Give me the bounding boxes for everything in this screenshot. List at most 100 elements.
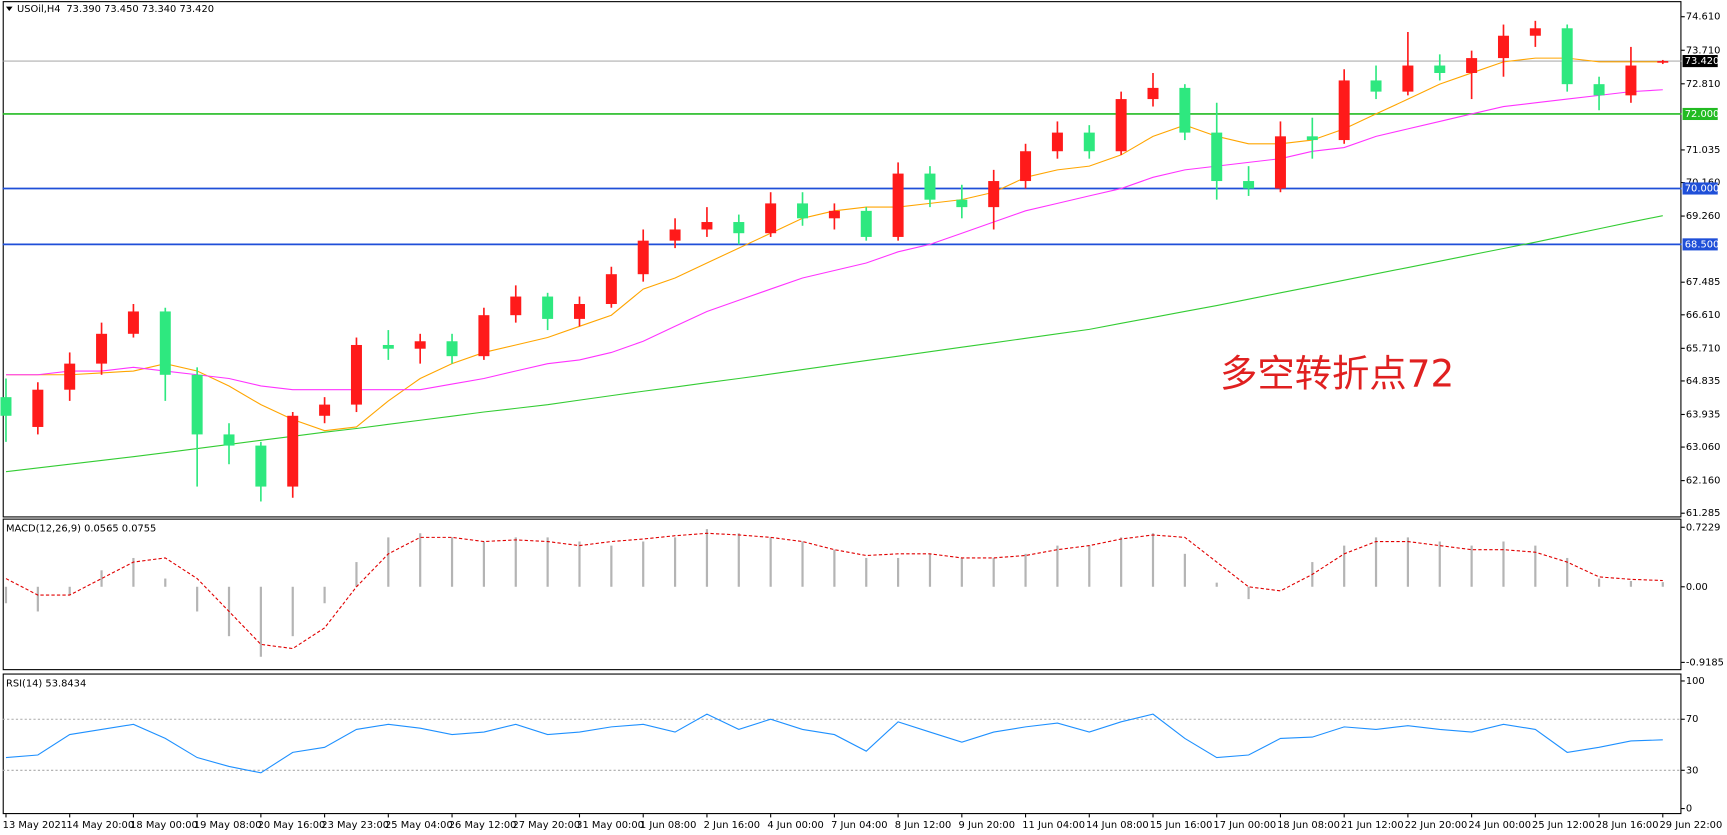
candle-body [542, 296, 554, 319]
x-tick-label: 13 May 2021 [3, 820, 67, 831]
candle-body [892, 173, 904, 237]
symbol-title: USOil,H4 [17, 4, 61, 15]
x-tick-label: 28 Jun 16:00 [1596, 820, 1659, 831]
y-tick-label: 67.485 [1686, 277, 1721, 288]
macd-panel [2, 518, 1682, 671]
x-tick-label: 2 Jun 16:00 [704, 820, 760, 831]
y-tick-label: 69.260 [1686, 211, 1721, 222]
candle-body [1466, 58, 1478, 73]
candle-body [1274, 136, 1286, 189]
candle-body [350, 344, 362, 405]
candle-body [637, 240, 649, 275]
collapse-arrow [5, 6, 13, 11]
candle-body [32, 389, 44, 427]
candle-body [96, 333, 108, 364]
annotation: 多空转折点72 [1220, 351, 1454, 395]
y-tick-label: 63.060 [1686, 442, 1721, 453]
candle-body [1115, 99, 1127, 152]
x-tick-label: 9 Jun 20:00 [959, 820, 1015, 831]
candle-body [733, 222, 745, 234]
y-tick-label: 30 [1686, 765, 1699, 776]
price-panel [2, 1, 1682, 518]
candle-body [223, 434, 235, 446]
level-label: 72.000 [1685, 109, 1720, 120]
x-tick-label: 18 May 00:00 [130, 820, 198, 831]
y-tick-label: 65.710 [1686, 343, 1721, 354]
candle-body [1338, 80, 1350, 141]
candle-body [1306, 136, 1318, 141]
level-box [1682, 55, 1718, 68]
candle-body [860, 210, 872, 237]
x-tick-label: 4 Jun 00:00 [767, 820, 823, 831]
candle-body [382, 344, 394, 349]
moving-average [5, 89, 1663, 391]
candle-body [0, 397, 12, 416]
level-label: 68.500 [1685, 239, 1720, 250]
signal-line [5, 532, 1663, 650]
x-tick-label: 25 Jun 12:00 [1532, 820, 1595, 831]
x-tick-label: 25 May 04:00 [385, 820, 453, 831]
y-tick-label: 100 [1686, 676, 1705, 687]
ohlc-readout: 73.390 73.450 73.340 73.420 [66, 4, 214, 15]
candle-body [1083, 132, 1095, 152]
rsi-title: RSI(14) 53.8434 [6, 678, 86, 689]
y-tick-label: 64.835 [1686, 376, 1721, 387]
y-tick-label: 71.035 [1686, 145, 1721, 156]
candle-body [701, 222, 713, 230]
candle-body [1593, 84, 1605, 96]
x-tick-label: 17 Jun 00:00 [1213, 820, 1276, 831]
candle-body [478, 315, 490, 357]
y-tick-label: 73.710 [1686, 45, 1721, 56]
candle-body [1243, 181, 1255, 189]
y-tick-label: 62.160 [1686, 476, 1721, 487]
candle-body [1434, 65, 1446, 73]
candle-body [446, 341, 458, 357]
candle-body [765, 203, 777, 234]
rsi-panel [2, 673, 1682, 815]
x-tick-label: 7 Jun 04:00 [831, 820, 887, 831]
y-tick-label: -0.9185 [1686, 657, 1724, 668]
candle-body [1497, 35, 1509, 59]
x-tick-label: 19 May 08:00 [194, 820, 262, 831]
level-box [1682, 182, 1718, 195]
x-tick-label: 24 Jun 00:00 [1468, 820, 1531, 831]
candle-body [669, 229, 681, 241]
y-tick-label: 0.00 [1686, 582, 1708, 593]
y-tick-label: 61.285 [1686, 508, 1721, 519]
candle-body [1625, 65, 1637, 96]
x-tick-label: 8 Jun 12:00 [895, 820, 951, 831]
candle-body [797, 203, 809, 219]
x-tick-label: 14 May 20:00 [66, 820, 134, 831]
y-tick-label: 0.7229 [1686, 522, 1721, 533]
candle-body [605, 274, 617, 305]
candle-body [828, 210, 840, 219]
candle-body [1051, 132, 1063, 152]
candle-body [287, 415, 299, 487]
rsi-line [5, 713, 1663, 774]
candle-body [1529, 28, 1541, 36]
x-tick-label: 29 Jun 22:00 [1659, 820, 1722, 831]
y-tick-label: 72.810 [1686, 79, 1721, 90]
candle-body [159, 311, 171, 375]
candle-body [319, 404, 331, 416]
x-tick-label: 18 Jun 08:00 [1277, 820, 1340, 831]
macd-title: MACD(12,26,9) 0.0565 0.0755 [6, 523, 156, 534]
x-tick-label: 26 May 12:00 [449, 820, 517, 831]
y-tick-label: 74.610 [1686, 12, 1721, 23]
x-tick-label: 31 May 00:00 [576, 820, 644, 831]
x-tick-label: 22 Jun 20:00 [1405, 820, 1468, 831]
x-tick-label: 1 Jun 08:00 [640, 820, 696, 831]
candle-body [127, 311, 139, 334]
x-tick-label: 23 May 23:00 [321, 820, 389, 831]
y-tick-label: 70 [1686, 714, 1699, 725]
level-box [1682, 107, 1718, 121]
x-tick-label: 11 Jun 04:00 [1022, 820, 1085, 831]
candle-body [1211, 132, 1223, 182]
x-tick-label: 20 May 16:00 [258, 820, 326, 831]
level-label: 73.420 [1685, 56, 1720, 67]
level-box [1682, 238, 1718, 251]
y-tick-label: 0 [1686, 804, 1692, 815]
level-label: 70.000 [1685, 183, 1720, 194]
x-tick-label: 21 Jun 12:00 [1341, 820, 1404, 831]
